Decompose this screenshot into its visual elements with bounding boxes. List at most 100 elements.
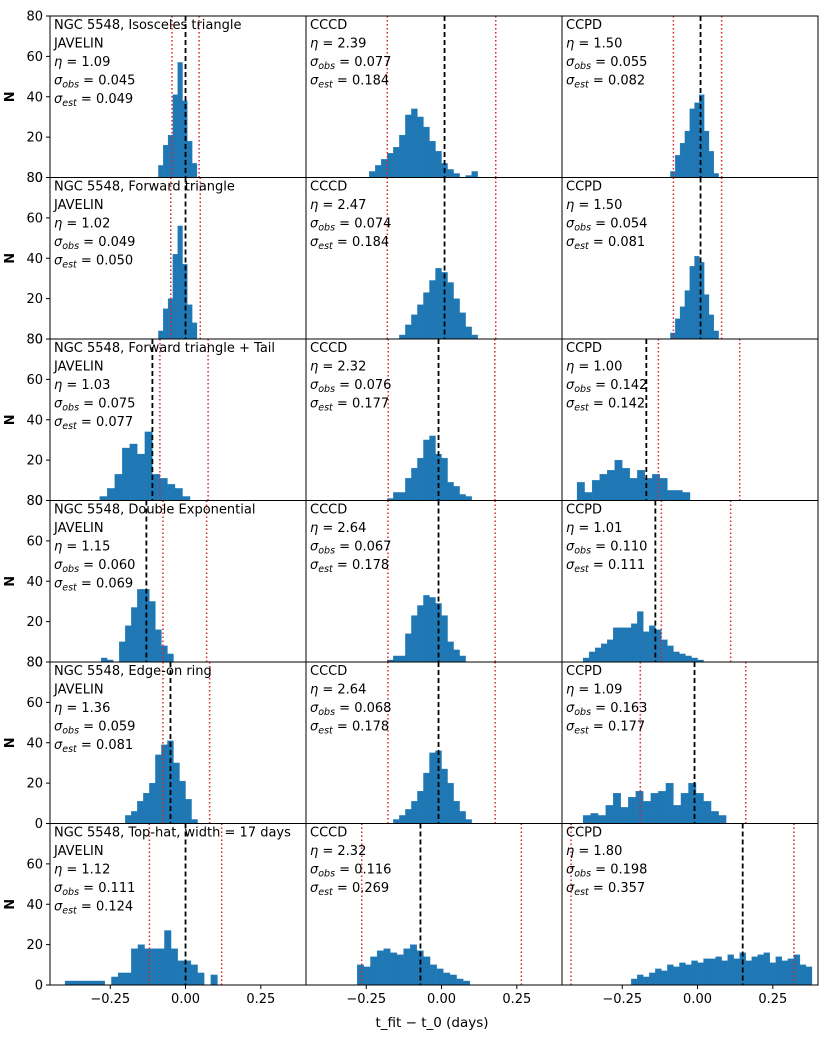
histogram-bar: [423, 439, 430, 501]
panel-r5-c0: 0 20 40 60 N −0.25 0.00 0.25 NGC 5548, Top-hat, …: [3, 823, 307, 1007]
histogram-bar: [423, 126, 430, 178]
histogram-bar: [644, 478, 653, 501]
histogram-bar: [799, 964, 807, 985]
plot-area: [158, 16, 200, 178]
eta-symbol: η: [566, 844, 574, 859]
sigma-subscript: est: [318, 726, 334, 737]
sigma-est-value: = 0.082: [589, 74, 645, 89]
eta-symbol: η: [54, 217, 62, 232]
histogram-bar: [423, 772, 430, 824]
histogram-bar: [453, 173, 460, 178]
histogram-bar: [149, 782, 156, 824]
histogram-bar: [453, 649, 460, 662]
sigma-est-label: σest = 0.178: [310, 720, 389, 737]
histogram-bar: [411, 801, 418, 824]
eta-symbol: η: [310, 198, 318, 213]
histogram-bar: [463, 980, 470, 985]
sigma-est-value: = 0.178: [333, 558, 389, 573]
eta-symbol: η: [54, 863, 62, 878]
sigma-symbol: σ: [310, 217, 319, 232]
histogram-bar: [456, 978, 464, 985]
y-tick-label: 60: [26, 857, 43, 872]
histogram-bar: [684, 130, 690, 178]
histogram-bar: [447, 169, 454, 178]
eta-symbol: η: [310, 360, 318, 375]
histogram-bar: [177, 960, 185, 985]
histogram-bar: [111, 976, 119, 985]
histogram-bar: [429, 280, 436, 339]
histogram-bar: [151, 948, 158, 985]
sigma-obs-value: = 0.074: [335, 217, 391, 232]
eta-symbol: η: [310, 683, 318, 698]
sigma-symbol: σ: [310, 55, 319, 70]
sigma-est-label: σest = 0.081: [566, 235, 645, 252]
histogram-bar: [405, 324, 412, 339]
y-tick-label: 0: [35, 979, 43, 994]
y-tick-label: 20: [26, 777, 43, 792]
panel-r0-c0: 0 20 40 60 80 N NGC 5548, Isosceles triangle JA…: [3, 10, 307, 186]
histogram-bar: [399, 655, 406, 662]
sigma-est-label: σest = 0.269: [310, 881, 389, 898]
sigma-obs-value: = 0.060: [79, 558, 135, 573]
histogram-bar: [763, 952, 770, 985]
sigma-est-value: = 0.081: [77, 738, 133, 753]
sigma-est-value: = 0.124: [77, 900, 133, 915]
histogram-bar: [694, 256, 700, 339]
eta-value: = 2.32: [318, 360, 366, 375]
histogram-bar: [393, 492, 400, 501]
histogram-bar: [137, 944, 145, 985]
histogram-bar: [613, 627, 620, 662]
histogram-bar: [619, 627, 626, 662]
histogram-bar: [673, 966, 680, 985]
sigma-symbol: σ: [54, 74, 63, 89]
histogram-bar: [631, 623, 638, 662]
histogram-bar: [715, 956, 722, 985]
eta-label: η = 1.09: [566, 683, 622, 698]
eta-label: η = 1.80: [566, 844, 622, 859]
sigma-est-label: σest = 0.184: [310, 74, 389, 91]
eta-label: η = 2.47: [310, 198, 366, 213]
histogram-bar: [393, 147, 400, 178]
sigma-symbol: σ: [310, 378, 319, 393]
histogram-bar: [582, 657, 590, 662]
histogram-bar: [691, 657, 698, 662]
plot-area: [582, 500, 732, 662]
histogram-bar: [637, 470, 645, 501]
sigma-symbol: σ: [566, 540, 575, 555]
sigma-symbol: σ: [566, 217, 575, 232]
histogram-bar: [453, 801, 460, 824]
eta-symbol: η: [310, 521, 318, 536]
histogram-bar: [144, 431, 153, 501]
histogram-bar: [99, 496, 108, 501]
histogram-bar: [775, 956, 783, 985]
panel-title: NGC 5548, Forward triangle: [54, 180, 235, 195]
sigma-subscript: est: [574, 241, 590, 252]
sigma-est-label: σest = 0.184: [310, 235, 389, 252]
eta-symbol: η: [54, 55, 62, 70]
histogram-bar: [423, 292, 430, 339]
histogram-bar: [667, 645, 674, 662]
sigma-symbol: σ: [54, 900, 63, 915]
histogram-bar: [210, 974, 218, 985]
sigma-subscript: est: [574, 726, 590, 737]
histogram-bar: [393, 819, 400, 824]
eta-label: η = 1.02: [54, 217, 110, 232]
sigma-est-value: = 0.050: [77, 254, 133, 269]
sigma-est-label: σest = 0.178: [310, 558, 389, 575]
histogram-bar: [399, 815, 406, 824]
y-tick-label: 60: [26, 696, 43, 711]
sigma-est-value: = 0.077: [77, 415, 133, 430]
x-tick-label: −0.25: [90, 992, 130, 1007]
method-label: CCPD: [566, 180, 602, 195]
histogram-bar: [459, 494, 466, 501]
sigma-symbol: σ: [54, 235, 63, 250]
histogram-bar: [597, 815, 606, 824]
histogram-bar: [745, 960, 752, 985]
sigma-est-value: = 0.111: [589, 558, 645, 573]
y-tick-label: 20: [26, 454, 43, 469]
sigma-obs-label: σobs = 0.116: [310, 863, 391, 880]
sigma-subscript: est: [62, 260, 78, 271]
